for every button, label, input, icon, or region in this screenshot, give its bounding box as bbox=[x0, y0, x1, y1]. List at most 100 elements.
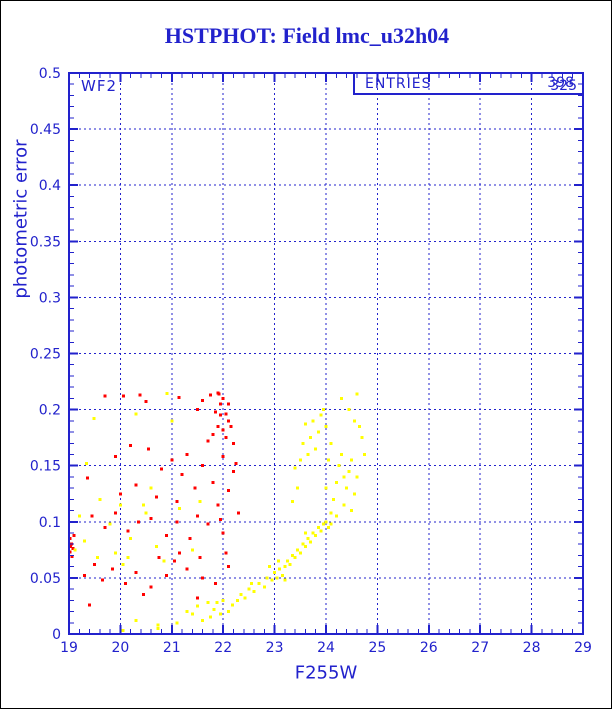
red-data-point bbox=[196, 514, 199, 518]
red-data-point bbox=[185, 567, 189, 571]
yellow-data-point bbox=[329, 441, 333, 445]
red-data-point bbox=[103, 394, 107, 398]
red-data-point bbox=[226, 402, 230, 406]
yellow-data-point bbox=[265, 576, 269, 580]
red-data-point bbox=[144, 400, 148, 404]
yellow-data-point bbox=[357, 424, 361, 428]
red-data-point bbox=[211, 481, 215, 485]
y-tick-label: 0.05 bbox=[30, 571, 61, 587]
yellow-data-point bbox=[355, 475, 359, 479]
yellow-data-point bbox=[82, 539, 86, 543]
red-data-point bbox=[224, 551, 228, 555]
red-data-point bbox=[206, 439, 210, 443]
red-data-point bbox=[221, 531, 225, 535]
red-data-point bbox=[113, 511, 117, 515]
red-data-point bbox=[231, 469, 235, 473]
yellow-data-point bbox=[306, 452, 310, 456]
yellow-data-point bbox=[311, 419, 315, 423]
red-data-point bbox=[208, 393, 212, 397]
yellow-data-point bbox=[298, 458, 302, 462]
red-data-point bbox=[70, 555, 74, 559]
red-data-point bbox=[69, 544, 73, 548]
red-data-point bbox=[90, 514, 94, 518]
yellow-data-point bbox=[285, 559, 289, 563]
yellow-data-point bbox=[329, 522, 333, 526]
yellow-data-point bbox=[301, 441, 305, 445]
red-data-point bbox=[149, 585, 153, 589]
red-data-point bbox=[154, 495, 158, 499]
yellow-data-point bbox=[95, 556, 99, 560]
red-data-point bbox=[234, 461, 238, 465]
yellow-data-point bbox=[156, 623, 160, 627]
yellow-data-point bbox=[215, 601, 219, 605]
yellow-data-point bbox=[288, 562, 292, 566]
red-data-point bbox=[165, 533, 169, 537]
yellow-data-point bbox=[314, 533, 318, 537]
x-tick-label: 20 bbox=[111, 640, 129, 656]
yellow-data-point bbox=[126, 556, 130, 560]
red-data-point bbox=[172, 559, 176, 563]
yellow-data-point bbox=[113, 551, 117, 555]
red-data-point bbox=[113, 455, 117, 459]
yellow-data-point bbox=[73, 548, 77, 552]
yellow-data-point bbox=[142, 503, 146, 507]
red-data-point bbox=[219, 518, 223, 522]
yellow-data-point bbox=[278, 567, 282, 571]
yellow-data-point bbox=[319, 413, 323, 417]
yellow-data-point bbox=[316, 525, 320, 529]
red-data-point bbox=[100, 578, 104, 582]
red-data-point bbox=[71, 547, 75, 551]
yellow-data-point bbox=[314, 447, 318, 451]
yellow-data-point bbox=[337, 464, 341, 468]
y-tick-label: 0.3 bbox=[39, 290, 61, 306]
yellow-data-point bbox=[352, 419, 356, 423]
x-tick-label: 25 bbox=[368, 640, 386, 656]
stats-box-value-2: 325 bbox=[550, 78, 577, 94]
yellow-data-point bbox=[198, 500, 202, 504]
x-tick-label: 29 bbox=[574, 640, 592, 656]
y-tick-label: 0.4 bbox=[39, 178, 61, 194]
yellow-data-point bbox=[352, 492, 356, 496]
yellow-data-point bbox=[236, 598, 240, 602]
yellow-data-point bbox=[144, 511, 148, 515]
red-data-point bbox=[226, 565, 230, 569]
yellow-data-point bbox=[316, 430, 320, 434]
yellow-data-point bbox=[347, 469, 351, 473]
red-data-point bbox=[165, 574, 169, 578]
red-data-point bbox=[224, 412, 228, 416]
yellow-data-point bbox=[252, 589, 256, 593]
yellow-data-point bbox=[92, 417, 96, 421]
red-data-point bbox=[103, 525, 107, 529]
x-tick-label: 24 bbox=[317, 640, 335, 656]
yellow-data-point bbox=[275, 576, 279, 580]
yellow-data-point bbox=[249, 582, 253, 586]
yellow-data-point bbox=[226, 610, 230, 614]
red-data-point bbox=[229, 424, 233, 428]
yellow-data-point bbox=[298, 551, 302, 555]
yellow-data-point bbox=[334, 481, 338, 485]
red-data-point bbox=[86, 476, 90, 480]
yellow-data-point bbox=[311, 531, 315, 535]
red-data-point bbox=[111, 567, 115, 571]
red-data-point bbox=[221, 396, 225, 400]
yellow-data-point bbox=[185, 610, 189, 614]
red-data-point bbox=[237, 511, 241, 515]
y-tick-label: 0.35 bbox=[30, 234, 61, 250]
y-tick-label: 0.45 bbox=[30, 122, 61, 138]
yellow-data-point bbox=[296, 548, 300, 552]
yellow-data-point bbox=[134, 412, 138, 416]
stats-box-value-1: 398 bbox=[547, 75, 574, 91]
yellow-data-point bbox=[243, 596, 247, 600]
red-data-point bbox=[160, 467, 164, 471]
red-data-point bbox=[149, 516, 153, 520]
red-data-point bbox=[221, 455, 225, 459]
red-data-point bbox=[185, 452, 189, 456]
red-data-point bbox=[121, 394, 125, 398]
x-tick-label: 23 bbox=[266, 640, 284, 656]
yellow-data-point bbox=[355, 392, 359, 396]
yellow-data-point bbox=[270, 578, 274, 582]
red-data-point bbox=[216, 424, 220, 428]
red-data-point bbox=[198, 556, 202, 560]
